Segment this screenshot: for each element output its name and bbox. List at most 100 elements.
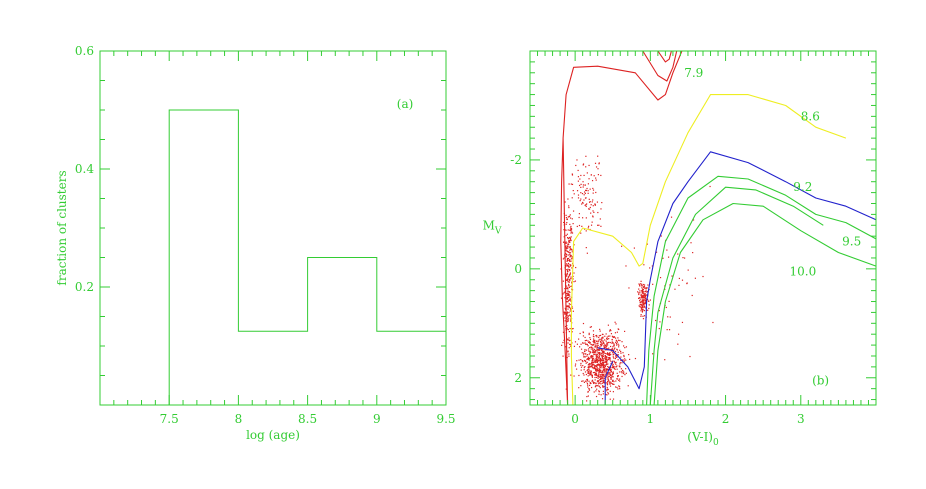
star-point [567,315,569,317]
star-point [599,376,601,378]
star-point [598,393,600,395]
star-point [592,382,595,384]
star-point [571,267,573,269]
star-point [644,301,646,303]
star-point [605,372,607,374]
star-point [589,357,591,359]
star-point [605,340,607,342]
star-point [587,348,590,350]
star-point [611,374,613,376]
star-point [641,306,644,308]
star-point [591,201,593,203]
star-point [595,166,598,168]
star-point [598,374,600,376]
isochrone-line [653,202,877,406]
x-tick-label: 9 [373,412,381,426]
star-point [595,345,597,347]
star-point [575,164,577,167]
star-point [608,341,610,344]
star-point [569,327,571,330]
star-point [594,365,596,368]
star-point [606,383,609,385]
star-point [643,302,645,304]
star-point [641,310,644,312]
star-point [621,362,623,364]
star-point [602,379,604,381]
star-point [590,343,592,345]
star-point [585,205,587,208]
star-point [613,365,615,368]
star-point [585,373,587,376]
star-point [582,181,584,183]
star-point [578,213,580,215]
star-point [570,248,572,251]
star-point [596,356,599,358]
star-point [568,274,571,276]
star-point [597,375,599,377]
isochrone-label: 8.6 [801,109,820,123]
star-point [588,208,590,210]
isochrone-line [649,186,824,406]
star-point [578,224,581,227]
star-point [603,372,605,374]
star-point [642,318,645,320]
star-point [594,366,596,368]
star-point [566,233,568,235]
star-point [587,340,589,342]
star-point [567,306,570,308]
y-tick-label: 0 [514,262,522,276]
star-point [677,333,680,335]
star-point [568,276,570,278]
star-point [575,368,578,370]
star-point [601,363,604,365]
star-point [603,370,605,372]
star-point [612,341,614,344]
star-point [594,361,596,364]
star-point [580,366,583,368]
star-point [602,373,604,376]
star-point [602,393,604,395]
star-point [600,383,602,385]
star-point [566,321,568,323]
star-point [640,290,643,292]
star-point [612,371,614,373]
star-point [568,306,570,308]
star-point [582,322,585,325]
star-point [684,257,686,259]
star-point [638,293,640,296]
star-point [601,341,603,343]
star-point [606,344,608,346]
star-point [623,354,625,357]
x-tick-label: 7.5 [160,412,179,426]
star-point [591,361,593,363]
star-point [652,283,654,285]
star-point [566,318,568,320]
star-point [612,351,614,353]
star-point [611,347,613,350]
star-point [605,371,607,373]
star-point [594,373,597,375]
star-point [615,361,617,363]
star-point [616,386,618,389]
star-point [589,370,591,372]
star-point [643,291,645,293]
star-point [591,351,593,353]
star-point [609,357,611,359]
star-point [588,384,591,387]
star-point [643,309,646,312]
star-point [603,361,605,364]
star-point [605,376,608,378]
star-point [621,372,623,374]
star-point [568,281,570,283]
star-point [614,337,617,339]
star-point [639,301,641,303]
star-point [598,224,600,226]
histogram-panel: 7.5 8 8.5 9 9.5 0.2 0.4 0.6 (a) log (age) fract… [55,44,456,442]
star-point [604,368,606,370]
star-point [610,333,613,335]
star-point [610,374,612,376]
x-tick-label: 3 [797,412,805,426]
star-point [563,229,565,231]
star-point [594,344,596,346]
star-point [645,289,647,291]
